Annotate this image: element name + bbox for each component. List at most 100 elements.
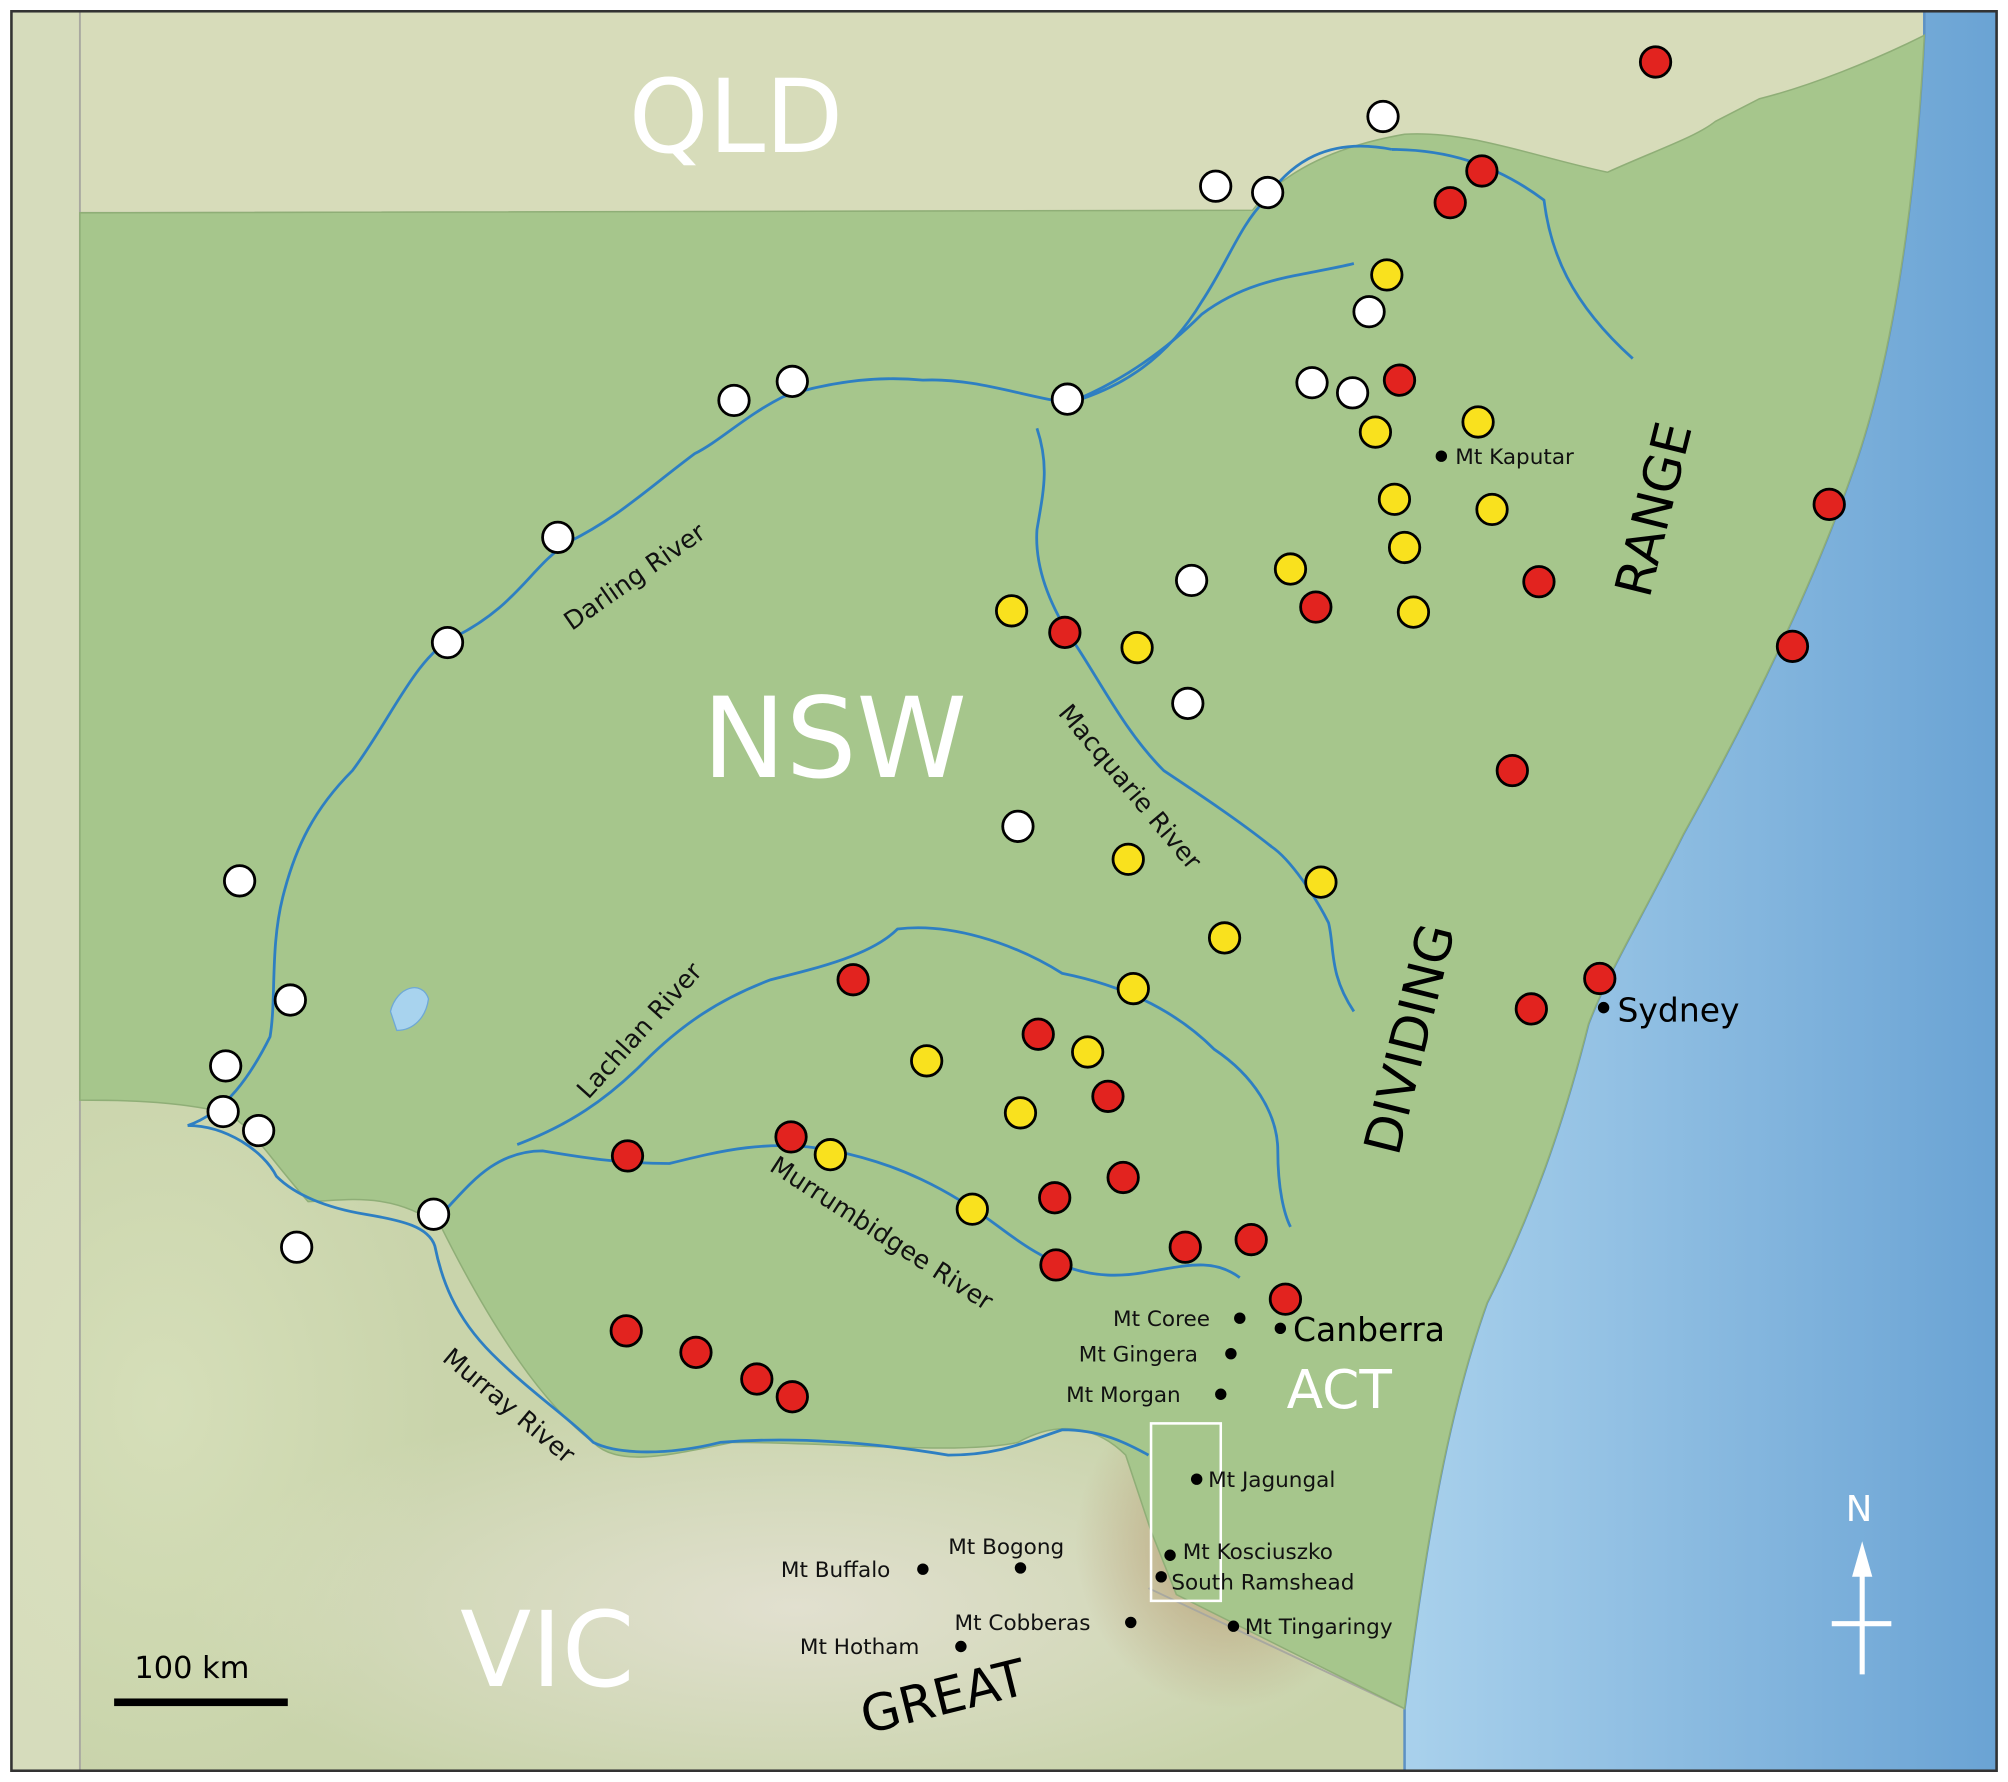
marker-white	[1001, 809, 1035, 843]
lachlan-river-line	[516, 926, 1292, 1228]
marker-white	[1050, 382, 1084, 416]
marker-red	[1106, 1160, 1140, 1195]
marker-white	[1352, 295, 1386, 329]
marker-white	[1199, 169, 1233, 203]
marker-white	[242, 1113, 276, 1148]
marker-red	[1038, 1181, 1072, 1215]
place-label-mt-bogong: Mt Bogong	[948, 1535, 1064, 1560]
sample-markers	[206, 45, 1846, 1414]
marker-white	[717, 383, 751, 418]
dot-sydney	[1597, 1001, 1610, 1014]
dot-mt-gingera	[1225, 1347, 1237, 1360]
marker-yellow	[1461, 405, 1495, 439]
place-label-sydney: Sydney	[1618, 991, 1740, 1030]
marker-yellow	[1370, 258, 1404, 292]
dot-mt-cobberas	[1125, 1616, 1137, 1629]
study-area-box	[1149, 1422, 1223, 1603]
marker-red	[774, 1120, 808, 1154]
dot-mt-morgan	[1215, 1388, 1227, 1400]
marker-yellow	[1475, 492, 1509, 527]
marker-yellow	[1396, 595, 1431, 629]
marker-red	[1234, 1222, 1268, 1257]
marker-red	[740, 1362, 774, 1396]
place-label-mt-coree: Mt Coree	[1113, 1307, 1210, 1332]
marker-white	[209, 1049, 243, 1083]
marker-red	[1495, 753, 1529, 788]
marker-white	[280, 1230, 314, 1264]
marker-red	[1514, 992, 1548, 1026]
place-label-mt-buffalo: Mt Buffalo	[781, 1558, 890, 1583]
dot-south-ramshead	[1155, 1571, 1167, 1583]
dot-mt-kaputar	[1435, 450, 1448, 462]
marker-red	[1021, 1017, 1055, 1051]
dot-mt-kosciuszko	[1164, 1549, 1176, 1561]
marker-red	[1048, 615, 1082, 650]
marker-white	[775, 364, 809, 399]
marker-red	[1299, 590, 1333, 624]
marker-yellow	[1377, 482, 1412, 516]
marker-yellow	[1358, 415, 1393, 449]
map-canvas: QLD NSW VIC ACT GREAT DIVIDING RANGE Dar…	[10, 10, 1998, 1772]
marker-red	[1168, 1230, 1202, 1264]
macquarie-river-line	[1035, 427, 1356, 1013]
place-label-mt-hotham: Mt Hotham	[800, 1635, 919, 1660]
marker-yellow	[994, 594, 1029, 628]
marker-yellow	[1071, 1035, 1105, 1069]
marker-yellow	[813, 1138, 847, 1172]
marker-yellow	[1273, 552, 1308, 586]
north-arrow-head	[1852, 1541, 1873, 1577]
marker-white	[1175, 563, 1209, 598]
marker-red	[775, 1380, 809, 1414]
darling-upper	[1391, 148, 1634, 360]
namoi-river	[1068, 262, 1355, 405]
place-label-south-ramshead: South Ramshead	[1171, 1570, 1354, 1595]
place-label-mt-kosciuszko: Mt Kosciuszko	[1183, 1540, 1333, 1565]
marker-white	[1251, 175, 1285, 210]
marker-white	[1335, 376, 1370, 410]
sa-plain	[10, 1024, 442, 1772]
marker-yellow	[910, 1044, 944, 1078]
place-label-mt-gingera: Mt Gingera	[1079, 1342, 1198, 1367]
place-label-mt-morgan: Mt Morgan	[1066, 1383, 1181, 1408]
marker-white	[206, 1094, 240, 1129]
place-label-mt-jagungal: Mt Jagungal	[1208, 1468, 1335, 1493]
marker-white	[430, 625, 465, 660]
marker-white	[1366, 99, 1400, 134]
marker-red	[609, 1314, 643, 1348]
marker-red	[1638, 45, 1673, 79]
lake	[389, 987, 430, 1032]
darling-river-line	[187, 144, 1393, 1127]
marker-red	[1433, 186, 1467, 220]
map-border	[10, 10, 1998, 1772]
marker-yellow	[1003, 1096, 1038, 1130]
marker-yellow	[1387, 530, 1422, 565]
marker-yellow	[1120, 631, 1154, 665]
place-label-mt-tingaringy: Mt Tingaringy	[1245, 1615, 1393, 1640]
marker-white	[1295, 366, 1329, 400]
place-label-canberra: Canberra	[1293, 1310, 1445, 1349]
north-arrow: N	[1831, 1489, 1892, 1675]
state-label-act: ACT	[1287, 1359, 1393, 1421]
murray-river-line	[187, 1124, 1150, 1457]
vic-border	[1148, 1587, 1405, 1710]
place-label-mt-cobberas: Mt Cobberas	[955, 1611, 1091, 1636]
marker-red	[1522, 565, 1556, 599]
place-label-mt-kaputar: Mt Kaputar	[1455, 445, 1574, 470]
marker-yellow	[1116, 972, 1150, 1006]
state-label-qld: QLD	[629, 58, 843, 176]
dot-mt-buffalo	[917, 1563, 929, 1575]
marker-white	[1171, 686, 1205, 720]
marker-white	[416, 1197, 451, 1231]
scale-bar-label: 100 km	[134, 1651, 249, 1686]
scale-bar: 100 km	[114, 1651, 288, 1707]
marker-red	[1465, 154, 1499, 188]
dot-mt-bogong	[1014, 1562, 1027, 1574]
marker-yellow	[1111, 842, 1145, 876]
marker-red	[1268, 1282, 1303, 1316]
marker-red	[610, 1139, 645, 1173]
dot-mt-coree	[1234, 1312, 1246, 1324]
marker-yellow	[1207, 921, 1242, 955]
state-label-vic: VIC	[460, 1590, 634, 1711]
map-frame: QLD NSW VIC ACT GREAT DIVIDING RANGE Dar…	[10, 10, 1998, 1772]
marker-red	[1039, 1248, 1073, 1282]
